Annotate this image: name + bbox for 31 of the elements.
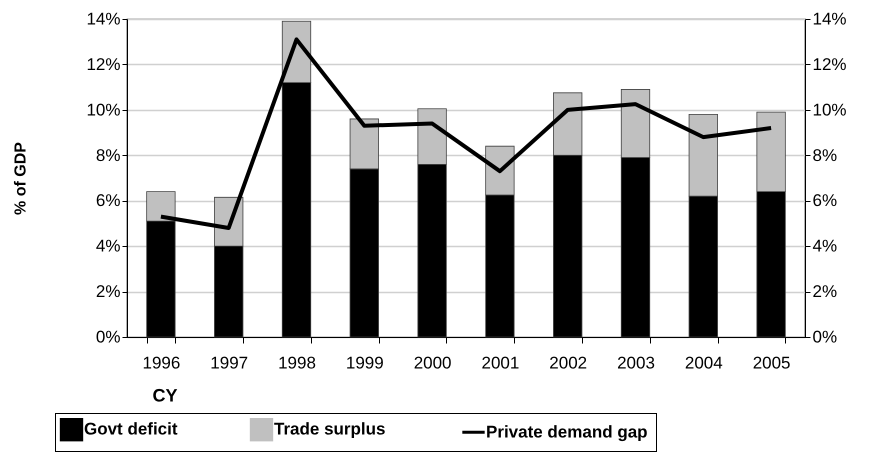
y2-tick-label: 2% (812, 282, 838, 302)
x-tick-label: 2003 (617, 354, 655, 372)
legend-label: Private demand gap (486, 422, 648, 442)
y2-tick-label: 14% (812, 10, 847, 28)
x-tick-label: 1996 (142, 354, 180, 372)
y-tick-label: 0% (96, 328, 120, 346)
y2-tick-label: 0% (812, 328, 838, 346)
y-tick-label: 2% (96, 282, 120, 302)
x-tick-label: 1999 (346, 354, 384, 372)
y-tick-label: 4% (96, 236, 120, 256)
x-tick-label: 2001 (481, 354, 520, 372)
x-axis-title: CY (152, 386, 178, 406)
y2-tick-label: 8% (812, 146, 838, 165)
legend-label: Govt deficit (84, 420, 178, 439)
x-tick-label: 1998 (278, 354, 316, 372)
x-tick-label: 2004 (684, 354, 723, 372)
y2-tick-label: 4% (812, 236, 838, 256)
x-tick-label: 2005 (752, 354, 791, 372)
y-tick-label: 12% (86, 54, 120, 74)
y2-tick-label: 10% (812, 100, 847, 120)
y2-tick-label: 6% (812, 191, 838, 210)
y-tick-label: 10% (86, 100, 120, 120)
y-tick-label: 14% (86, 10, 120, 28)
x-tick-label: 2000 (414, 354, 452, 372)
x-tick-label: 1997 (210, 354, 248, 372)
y-tick-label: 6% (96, 191, 120, 210)
x-tick-label: 2002 (549, 354, 588, 372)
y-tick-label: 8% (96, 146, 120, 165)
y-axis-title: % of GDP (12, 142, 30, 215)
legend-label: Trade surplus (274, 420, 386, 439)
y2-tick-label: 12% (812, 54, 847, 74)
